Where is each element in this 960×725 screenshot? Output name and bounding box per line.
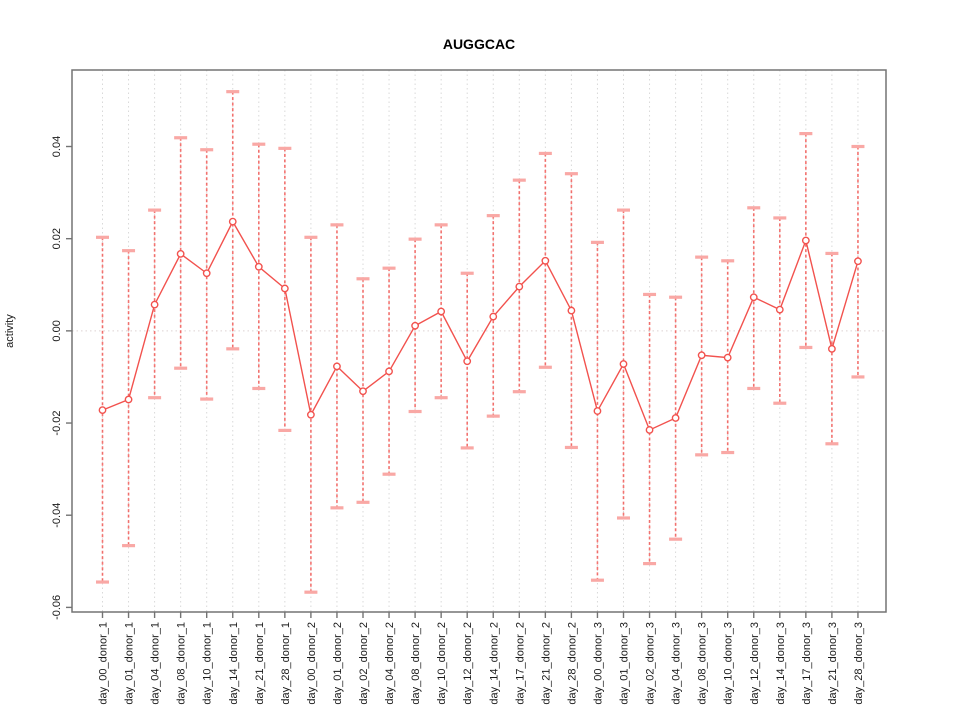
x-tick-label: day_04_donor_3 bbox=[671, 622, 683, 705]
data-point-marker bbox=[385, 367, 393, 376]
x-tick-label: day_00_donor_3 bbox=[592, 622, 604, 705]
data-point-marker bbox=[854, 257, 862, 266]
data-point-marker bbox=[437, 307, 446, 316]
y-tick-label: -0.02 bbox=[51, 410, 63, 435]
x-tick-label: day_04_donor_1 bbox=[150, 622, 162, 705]
data-point-marker bbox=[671, 414, 680, 422]
x-tick-label: day_01_donor_3 bbox=[619, 622, 631, 705]
data-point-marker bbox=[176, 249, 185, 258]
data-point-marker bbox=[593, 407, 602, 415]
data-point-marker bbox=[645, 426, 654, 434]
data-point-marker bbox=[828, 344, 836, 353]
data-point-marker bbox=[515, 282, 524, 291]
x-tick-label: day_10_donor_2 bbox=[436, 622, 448, 705]
y-tick-label: -0.06 bbox=[51, 595, 63, 620]
x-tick-label: day_21_donor_2 bbox=[540, 622, 552, 705]
x-tick-label: day_02_donor_2 bbox=[358, 622, 370, 705]
x-tick-label: day_10_donor_3 bbox=[723, 622, 735, 705]
data-point-marker bbox=[98, 406, 107, 415]
data-point-marker bbox=[697, 351, 706, 360]
x-tick-label: day_00_donor_2 bbox=[306, 622, 318, 705]
x-tick-label: day_17_donor_2 bbox=[514, 622, 526, 705]
data-point-marker bbox=[723, 353, 732, 362]
data-point-marker bbox=[124, 395, 133, 404]
x-tick-label: day_02_donor_3 bbox=[645, 622, 657, 705]
data-point-marker bbox=[567, 306, 576, 315]
x-tick-label: day_21_donor_1 bbox=[254, 622, 266, 705]
y-tick-label: 0.02 bbox=[51, 228, 63, 249]
data-point-marker bbox=[306, 410, 315, 419]
data-point-marker bbox=[280, 284, 289, 293]
x-tick-label: day_14_donor_1 bbox=[228, 622, 240, 705]
x-tick-label: day_17_donor_3 bbox=[801, 622, 813, 705]
x-tick-label: day_21_donor_3 bbox=[827, 622, 839, 705]
data-point-marker bbox=[489, 312, 498, 321]
data-point-marker bbox=[619, 360, 628, 368]
data-point-marker bbox=[254, 262, 263, 271]
plot-border bbox=[71, 69, 887, 613]
x-tick-label: day_00_donor_1 bbox=[98, 622, 110, 705]
data-point-marker bbox=[333, 362, 341, 371]
x-tick-label: day_10_donor_1 bbox=[202, 622, 214, 705]
data-point-marker bbox=[801, 236, 810, 245]
y-tick-label: -0.04 bbox=[51, 503, 63, 528]
x-tick-label: day_28_donor_2 bbox=[566, 622, 578, 705]
y-tick-label: 0.04 bbox=[51, 136, 63, 157]
x-tick-label: day_08_donor_2 bbox=[410, 622, 422, 705]
x-tick-label: day_08_donor_1 bbox=[176, 622, 188, 705]
x-tick-label: day_28_donor_1 bbox=[280, 622, 292, 705]
x-tick-label: day_12_donor_3 bbox=[749, 622, 761, 705]
y-tick-label: 0.00 bbox=[51, 320, 63, 341]
data-point-marker bbox=[463, 357, 472, 366]
x-tick-label: day_12_donor_2 bbox=[462, 622, 474, 705]
data-point-marker bbox=[749, 293, 758, 302]
data-point-marker bbox=[150, 300, 159, 309]
data-point-marker bbox=[775, 305, 784, 314]
x-tick-label: day_28_donor_3 bbox=[853, 622, 865, 705]
data-point-marker bbox=[411, 321, 419, 330]
x-tick-label: day_14_donor_3 bbox=[775, 622, 787, 705]
x-tick-label: day_14_donor_2 bbox=[488, 622, 500, 705]
x-tick-label: day_01_donor_1 bbox=[124, 622, 136, 705]
data-point-marker bbox=[541, 256, 550, 265]
data-point-marker bbox=[359, 387, 367, 396]
chart-title: AUGGCAC bbox=[442, 36, 516, 52]
series-line bbox=[102, 220, 859, 431]
data-point-marker bbox=[228, 217, 237, 226]
x-tick-label: day_01_donor_2 bbox=[332, 622, 344, 705]
data-point-marker bbox=[202, 269, 211, 278]
y-axis-label-text: activity bbox=[4, 314, 16, 348]
x-tick-label: day_08_donor_3 bbox=[697, 622, 709, 705]
x-tick-label: day_04_donor_2 bbox=[384, 622, 396, 705]
